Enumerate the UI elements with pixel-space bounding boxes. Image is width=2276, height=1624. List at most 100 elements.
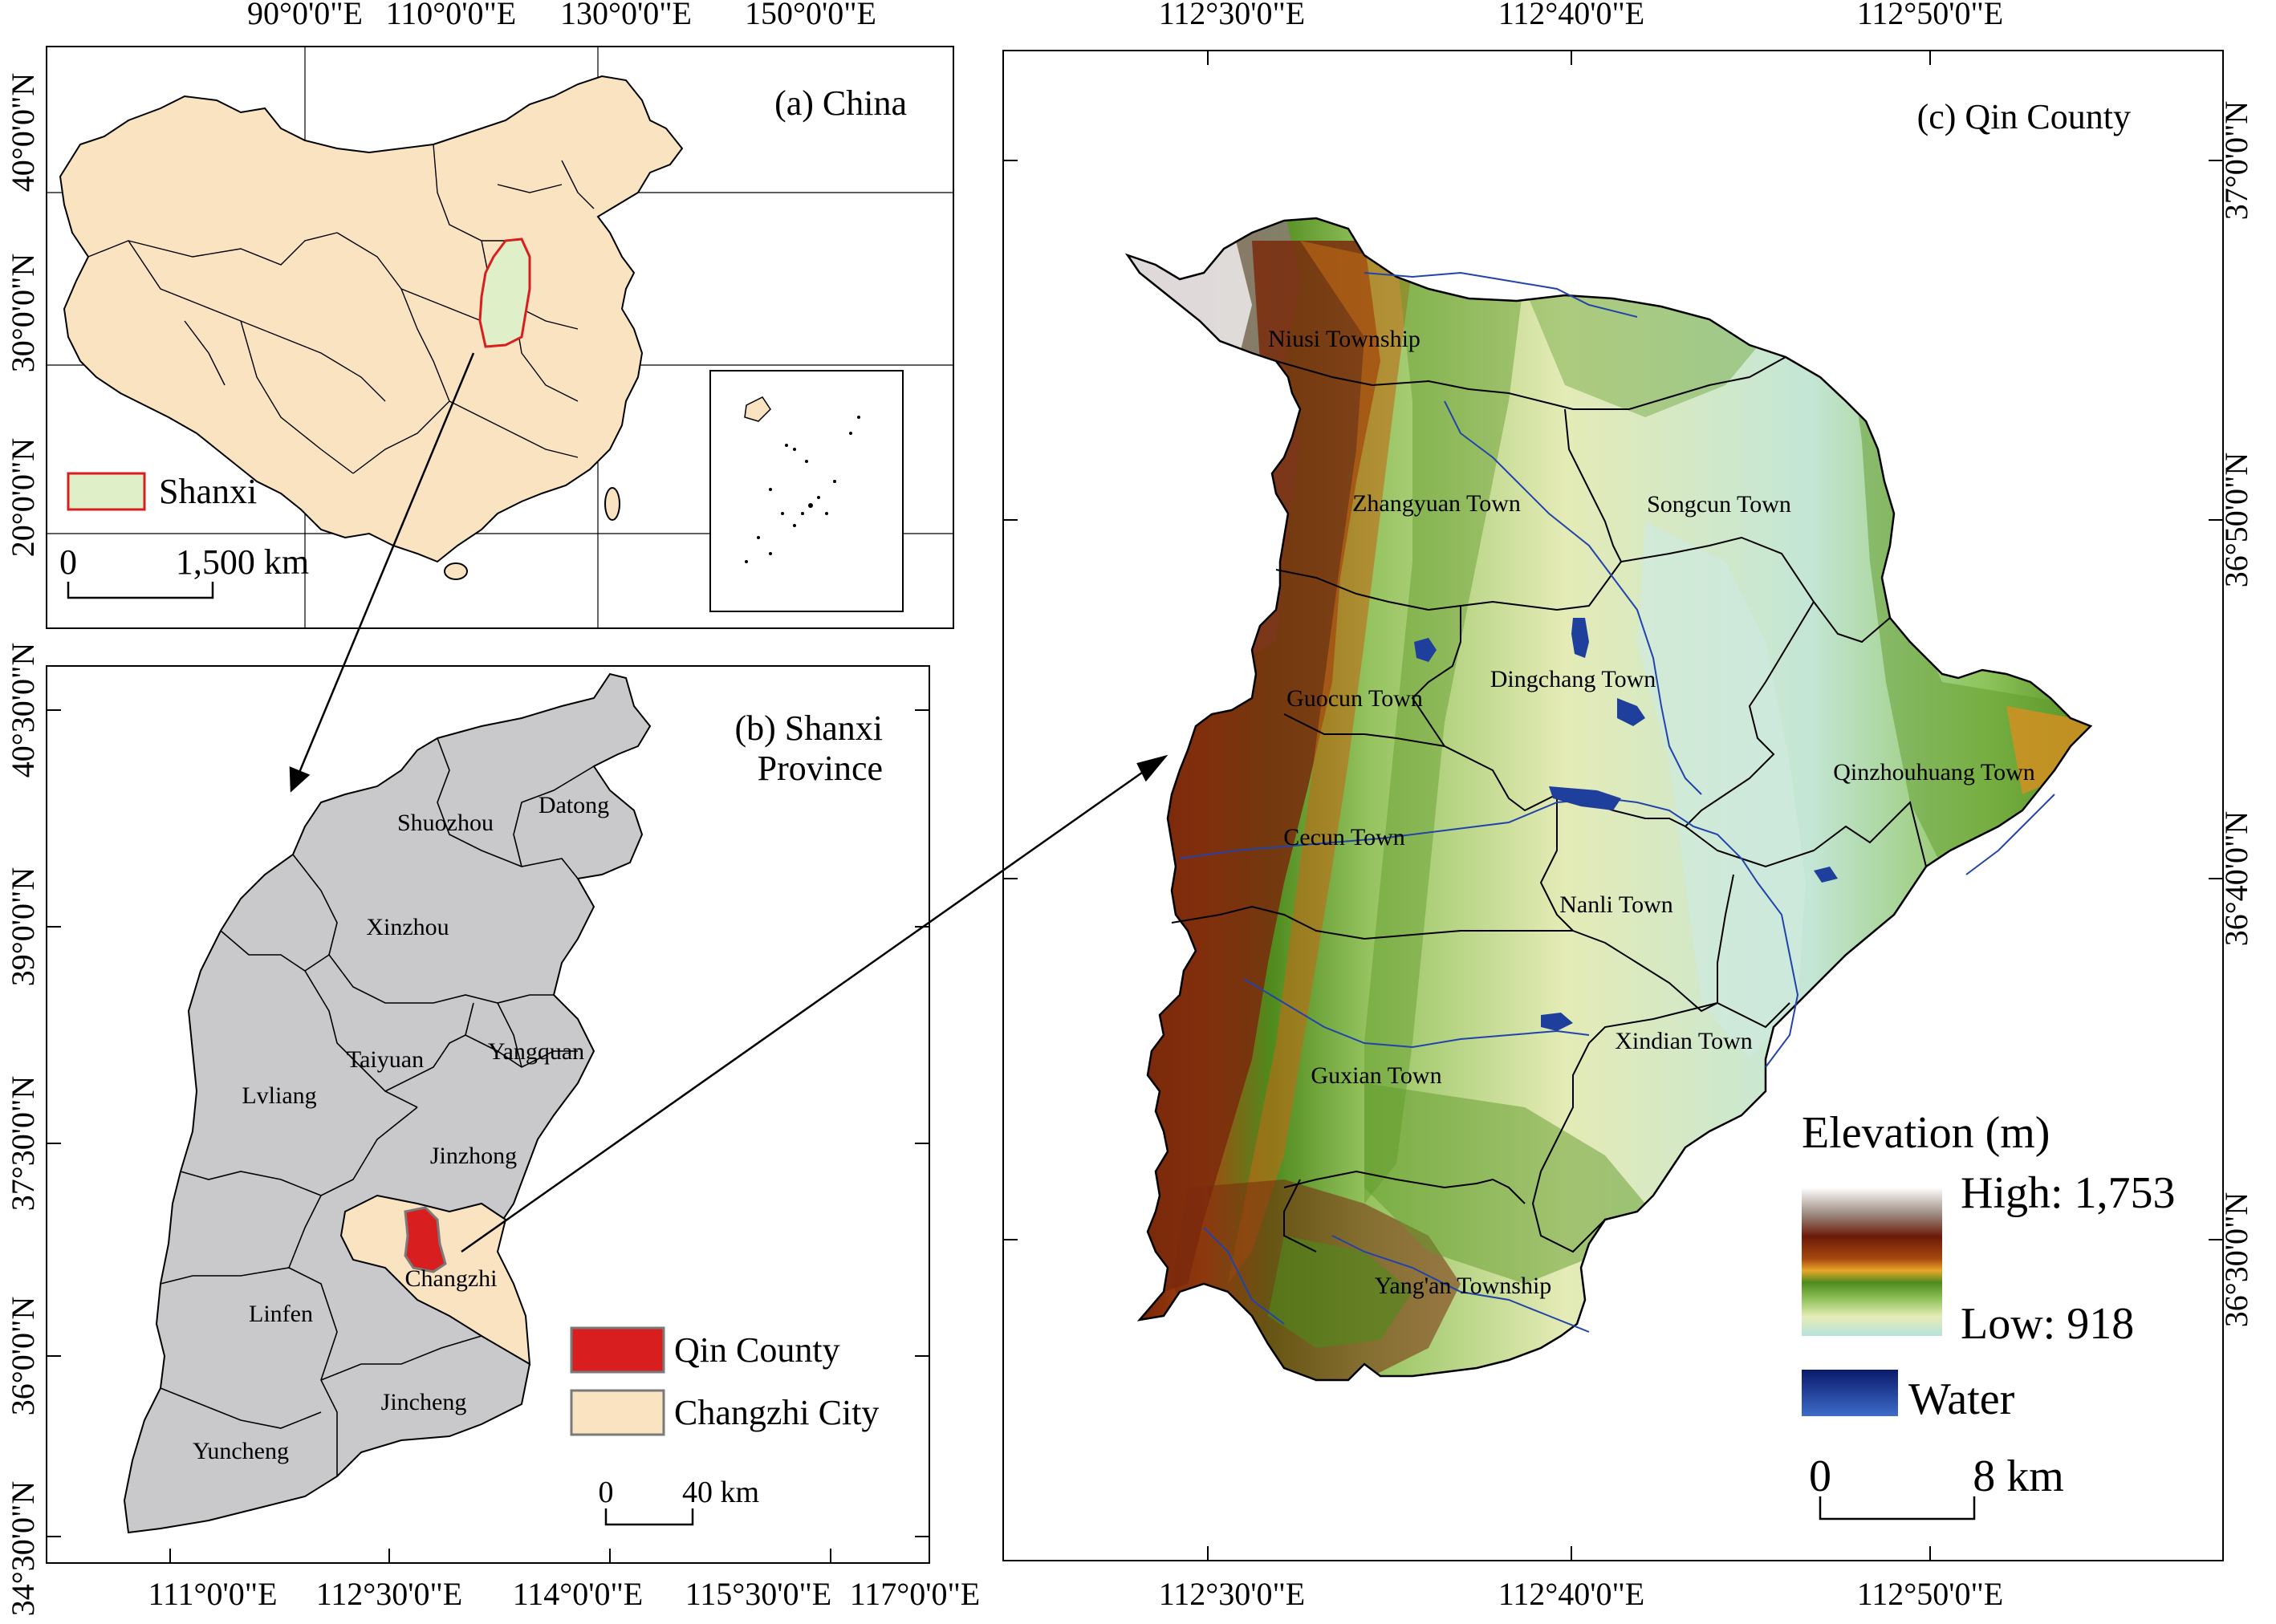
town-label-cecun: Cecun Town xyxy=(1283,824,1405,851)
panel-c-top-tick-3: 112°50'0"E xyxy=(1857,0,2003,31)
city-label-yangquan: Yangquan xyxy=(488,1038,584,1065)
city-label-taiyuan: Taiyuan xyxy=(347,1046,424,1073)
qin-county-legend-swatch xyxy=(570,1326,665,1374)
elevation-low-label: Low: 918 xyxy=(1961,1299,2134,1349)
panel-c-qin-county: Niusi Township Zhangyuan Town Songcun To… xyxy=(1002,0,2254,1612)
panel-a-top-tick-3: 130°0'0"E xyxy=(560,0,692,31)
qin-county-outline xyxy=(1124,217,2093,1382)
town-label-guocun: Guocun Town xyxy=(1286,685,1423,712)
panel-a-scale-end: 1,500 km xyxy=(176,542,309,582)
panel-b-left-tick-5: 34°30'0"N xyxy=(5,1481,41,1616)
reservoirs xyxy=(1414,618,1838,1031)
town-label-xindian: Xindian Town xyxy=(1615,1028,1753,1054)
shanxi-city-borders xyxy=(160,737,595,1476)
panel-c-right-tick-4: 36°30'0"N xyxy=(2218,1192,2254,1327)
panel-a-scale-start: 0 xyxy=(59,542,77,582)
panel-a-frame xyxy=(46,46,954,629)
qin-county-in-shanxi xyxy=(404,1206,447,1273)
city-label-yuncheng: Yuncheng xyxy=(193,1438,289,1464)
china-outline xyxy=(59,75,684,563)
town-label-nanli: Nanli Town xyxy=(1559,891,1673,918)
panel-b-scale-bar: 0 40 km xyxy=(599,1476,759,1526)
town-label-dingchang: Dingchang Town xyxy=(1490,666,1656,692)
panel-c-ticks xyxy=(1003,51,2223,1561)
arrow-head-shanxi xyxy=(289,766,311,793)
city-label-linfen: Linfen xyxy=(249,1301,313,1327)
panel-b-bottom-tick-4: 115°30'0"E xyxy=(685,1576,831,1612)
city-label-shuozhou: Shuozhou xyxy=(397,810,494,836)
town-label-songcun: Songcun Town xyxy=(1647,491,1791,518)
panel-b-title-line1: (b) Shanxi xyxy=(734,708,883,748)
city-label-xinzhou: Xinzhou xyxy=(366,914,449,940)
shanxi-outline xyxy=(123,672,652,1534)
panel-a-scale-bar: 0 1,500 km xyxy=(59,542,309,599)
hainan-island xyxy=(444,562,468,580)
panel-c-frame xyxy=(1002,50,2224,1561)
rivers xyxy=(1179,271,2055,1333)
shanxi-city-labels: Datong Shuozhou Xinzhou Taiyuan Yangquan… xyxy=(193,792,609,1464)
panel-b-frame xyxy=(46,665,930,1564)
arrow-head-qin xyxy=(1136,754,1168,782)
water-legend-swatch xyxy=(1802,1370,1898,1416)
panel-b-left-tick-3: 37°30'0"N xyxy=(5,1076,41,1211)
city-label-datong: Datong xyxy=(539,792,609,818)
elevation-high-label: High: 1,753 xyxy=(1961,1168,2176,1218)
panel-c-title: (c) Qin County xyxy=(1917,97,2131,136)
arrow-shanxi-to-qin xyxy=(461,767,1148,1253)
city-label-jinzhong: Jinzhong xyxy=(430,1143,517,1169)
panel-a-top-tick-2: 110°0'0"E xyxy=(386,0,516,31)
town-label-yangan: Yang'an Township xyxy=(1375,1273,1552,1299)
arrow-china-to-shanxi xyxy=(297,352,475,775)
panel-c-top-tick-2: 112°40'0"E xyxy=(1498,0,1644,31)
panel-b-scale-start: 0 xyxy=(599,1476,614,1509)
panel-c-bottom-tick-1: 112°30'0"E xyxy=(1159,1576,1305,1612)
south-china-sea-inset xyxy=(709,370,904,612)
town-label-guxian: Guxian Town xyxy=(1311,1062,1441,1089)
panel-a-title: (a) China xyxy=(774,83,907,123)
town-label-niusi: Niusi Township xyxy=(1268,326,1420,352)
panel-b-left-tick-4: 36°0'0"N xyxy=(5,1297,41,1415)
town-label-qinzhouhuang: Qinzhouhuang Town xyxy=(1833,759,2034,786)
panel-b-bottom-tick-2: 112°30'0"E xyxy=(316,1576,462,1612)
panel-c-bottom-tick-2: 112°40'0"E xyxy=(1498,1576,1644,1612)
panel-c-scale-bar: 0 8 km xyxy=(1809,1451,2064,1520)
panel-c-right-tick-1: 37°0'0"N xyxy=(2218,101,2254,220)
connector-arrows xyxy=(289,352,1168,1253)
panel-a-top-tick-4: 150°0'0"E xyxy=(745,0,876,31)
elevation-color-ramp xyxy=(1802,1188,1942,1336)
panel-c-scale-start: 0 xyxy=(1809,1451,1831,1501)
city-label-lvliang: Lvliang xyxy=(242,1082,316,1109)
panel-b-shanxi: Datong Shuozhou Xinzhou Taiyuan Yangquan… xyxy=(5,643,980,1616)
town-label-zhangyuan: Zhangyuan Town xyxy=(1352,490,1521,517)
city-label-changzhi: Changzhi xyxy=(405,1265,498,1292)
panel-b-left-tick-1: 40°30'0"N xyxy=(5,643,41,777)
shanxi-province-highlight xyxy=(478,238,531,348)
taiwan-island xyxy=(604,487,620,521)
panel-c-right-tick-3: 36°40'0"N xyxy=(2218,811,2254,946)
panel-b-scale-end: 40 km xyxy=(682,1476,759,1509)
panel-a-left-tick-1: 40°0'0"N xyxy=(5,73,41,192)
town-labels: Niusi Township Zhangyuan Town Songcun To… xyxy=(1268,326,2035,1299)
town-borders xyxy=(1171,356,1927,1253)
panel-b-left-tick-2: 39°0'0"N xyxy=(5,867,41,986)
panel-b-bottom-tick-1: 111°0'0"E xyxy=(148,1576,278,1612)
elevation-legend-title: Elevation (m) xyxy=(1802,1108,2050,1158)
changzhi-legend-label: Changzhi City xyxy=(674,1393,879,1432)
panel-b-ticks xyxy=(47,709,929,1563)
changzhi-legend-swatch xyxy=(570,1389,665,1436)
panel-c-scale-end: 8 km xyxy=(1973,1451,2064,1501)
shanxi-legend-label: Shanxi xyxy=(159,472,257,511)
water-legend-label: Water xyxy=(1908,1374,2015,1424)
panel-a-left-tick-2: 30°0'0"N xyxy=(5,254,41,372)
panel-a-china: 90°0'0"E 110°0'0"E 130°0'0"E 150°0'0"E 4… xyxy=(5,0,954,629)
panel-b-bottom-tick-3: 114°0'0"E xyxy=(513,1576,643,1612)
panel-c-top-tick-1: 112°30'0"E xyxy=(1159,0,1305,31)
panel-c-bottom-tick-3: 112°50'0"E xyxy=(1857,1576,2003,1612)
qin-county-legend-label: Qin County xyxy=(674,1330,840,1370)
inset-islands xyxy=(744,396,860,563)
panel-b-title-line2: Province xyxy=(758,749,883,788)
panel-b-bottom-tick-5: 117°0'0"E xyxy=(850,1576,980,1612)
panel-c-right-tick-2: 36°50'0"N xyxy=(2218,453,2254,587)
panel-a-left-tick-3: 20°0'0"N xyxy=(5,438,41,557)
